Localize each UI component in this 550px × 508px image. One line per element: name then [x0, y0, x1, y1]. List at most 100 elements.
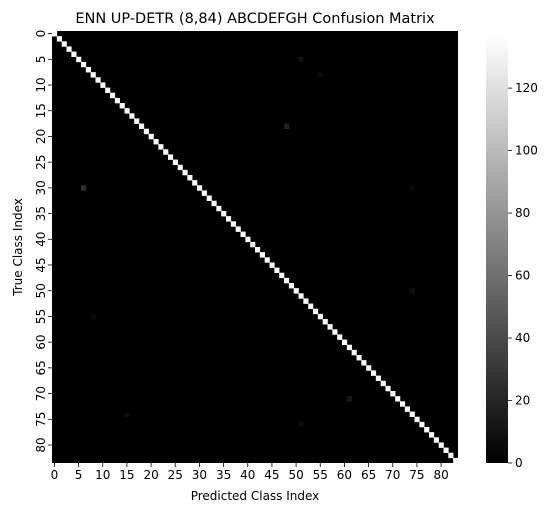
heatmap-cell-diagonal — [85, 67, 91, 73]
heatmap-cell-diagonal — [95, 77, 101, 83]
heatmap-cell-diagonal — [52, 31, 58, 37]
heatmap-cell-diagonal — [317, 313, 323, 320]
x-tick-label: 15 — [119, 468, 134, 482]
heatmap-cell-diagonal — [327, 324, 333, 330]
heatmap-cell — [409, 185, 415, 191]
y-tick-label: 65 — [34, 360, 48, 375]
heatmap-cell-diagonal — [56, 36, 62, 42]
heatmap-cell — [346, 396, 352, 402]
heatmap-cell-diagonal — [385, 385, 391, 392]
heatmap-cell-diagonal — [158, 144, 164, 150]
x-tick-label: 50 — [288, 468, 303, 482]
heatmap-cell-diagonal — [192, 180, 198, 186]
heatmap-cell-diagonal — [216, 205, 222, 212]
heatmap-cell-diagonal — [433, 437, 439, 443]
heatmap-cell-diagonal — [303, 298, 309, 304]
y-tick-label: 75 — [34, 412, 48, 427]
heatmap-cell-diagonal — [332, 329, 338, 335]
heatmap-cell-diagonal — [168, 154, 174, 160]
heatmap-cell-diagonal — [71, 51, 77, 58]
heatmap-cell-diagonal — [201, 190, 207, 196]
y-tick-label: 30 — [34, 180, 48, 195]
y-axis-label: True Class Index — [11, 198, 25, 297]
y-tick-label: 80 — [34, 437, 48, 452]
heatmap-cell-diagonal — [419, 421, 425, 428]
heatmap-cell-diagonal — [255, 247, 261, 253]
heatmap-cell-diagonal — [409, 411, 415, 418]
heatmap-cell-diagonal — [139, 123, 145, 130]
heatmap-cell-diagonal — [288, 283, 294, 289]
colorbar — [486, 35, 508, 463]
heatmap-cell-diagonal — [337, 334, 343, 340]
heatmap-cell-diagonal — [371, 370, 377, 376]
heatmap-cell-diagonal — [400, 401, 406, 407]
x-tick-label: 70 — [385, 468, 400, 482]
colorbar-tick-label: 80 — [515, 206, 530, 220]
heatmap-cell-diagonal — [76, 56, 82, 63]
heatmap-cell-diagonal — [105, 87, 111, 94]
y-tick-label: 60 — [34, 335, 48, 350]
y-tick-label: 20 — [34, 129, 48, 144]
y-tick-label: 40 — [34, 232, 48, 247]
heatmap-cell-diagonal — [424, 427, 430, 433]
heatmap-cell-diagonal — [163, 149, 169, 155]
heatmap-cell — [298, 421, 304, 428]
heatmap-cell-diagonal — [61, 41, 67, 47]
heatmap-cell-diagonal — [197, 185, 203, 191]
heatmap-cell-diagonal — [308, 303, 314, 310]
x-axis-label: Predicted Class Index — [191, 489, 320, 503]
heatmap-cell-diagonal — [259, 252, 265, 258]
heatmap-cell-diagonal — [298, 293, 304, 299]
heatmap-cell — [298, 56, 304, 63]
heatmap-cell-diagonal — [429, 432, 435, 438]
heatmap-cell-diagonal — [356, 355, 362, 361]
heatmap-cell — [81, 185, 87, 191]
heatmap-cell-diagonal — [293, 288, 299, 294]
x-tick-label: 40 — [240, 468, 255, 482]
x-tick-label: 30 — [192, 468, 207, 482]
heatmap-cell-diagonal — [206, 195, 212, 202]
heatmap-cell-diagonal — [240, 231, 246, 238]
y-tick-label: 0 — [34, 30, 48, 38]
heatmap-cell-diagonal — [211, 200, 217, 207]
y-tick-label: 55 — [34, 309, 48, 324]
heatmap-cell-diagonal — [264, 257, 270, 263]
heatmap-cell-diagonal — [100, 82, 106, 88]
heatmap-cell-diagonal — [443, 447, 449, 454]
y-axis-ticks: 0 5 10 15 20 25 30 35 40 45 50 55 60 65 70 75 80 — [34, 30, 52, 453]
heatmap-cell-diagonal — [250, 241, 256, 248]
heatmap-cell-diagonal — [375, 375, 381, 382]
y-tick-label: 5 — [34, 55, 48, 63]
x-tick-label: 25 — [168, 468, 183, 482]
heatmap-cell-diagonal — [269, 262, 275, 268]
heatmap-cell-diagonal — [279, 272, 285, 279]
y-tick-label: 50 — [34, 283, 48, 298]
heatmap-cell-diagonal — [143, 128, 149, 135]
heatmap-cell-diagonal — [81, 61, 87, 68]
x-tick-label: 80 — [433, 468, 448, 482]
heatmap-cell-diagonal — [182, 169, 188, 176]
heatmap-cell-diagonal — [366, 365, 372, 371]
x-tick-label: 75 — [409, 468, 424, 482]
heatmap-cell-diagonal — [274, 267, 280, 274]
heatmap-cell-diagonal — [66, 46, 72, 52]
heatmap-cell-diagonal — [177, 164, 183, 171]
heatmap-cell-diagonal — [172, 159, 178, 166]
heatmap-cell-diagonal — [414, 416, 420, 423]
heatmap-cell-diagonal — [110, 92, 116, 99]
heatmap-cells — [52, 31, 459, 464]
colorbar-tick-label: 100 — [515, 144, 538, 158]
heatmap-cell-diagonal — [438, 442, 444, 448]
heatmap-cell-diagonal — [153, 139, 159, 145]
heatmap-cell-diagonal — [221, 211, 227, 217]
x-tick-label: 10 — [95, 468, 110, 482]
heatmap-cell-diagonal — [380, 380, 386, 387]
x-tick-label: 35 — [216, 468, 231, 482]
x-tick-label: 5 — [75, 468, 83, 482]
heatmap-cell-diagonal — [313, 308, 319, 315]
heatmap-cell — [284, 123, 290, 130]
heatmap-cell-diagonal — [226, 216, 232, 222]
chart-title: ENN UP-DETR (8,84) ABCDEFGH Confusion Ma… — [75, 11, 435, 27]
colorbar-tick-label: 60 — [515, 269, 530, 283]
